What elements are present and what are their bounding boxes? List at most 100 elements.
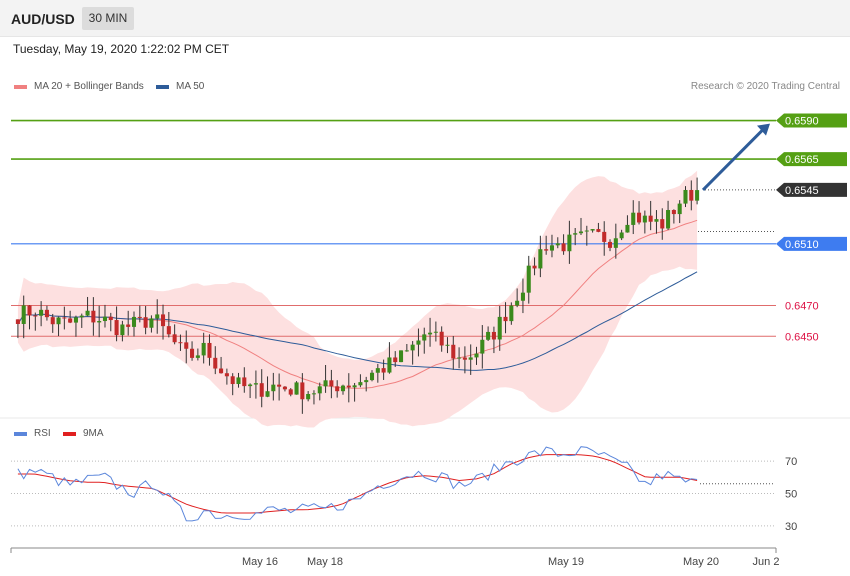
candle (317, 382, 322, 401)
candle (515, 288, 520, 308)
candle-body (108, 316, 113, 321)
candle (253, 370, 258, 399)
candle (399, 350, 404, 363)
candle-body (416, 340, 421, 345)
candle (381, 359, 386, 380)
candle-body (352, 385, 357, 388)
pivot-label: 0.6470 (785, 300, 819, 312)
candle (358, 374, 363, 388)
candle-body (364, 380, 369, 383)
candle (213, 346, 218, 375)
candle-body (648, 215, 653, 222)
candle (102, 304, 108, 328)
candle (677, 200, 682, 224)
candle (248, 383, 253, 399)
candle (393, 351, 398, 367)
candle (602, 221, 607, 256)
candle-body (526, 265, 531, 293)
candle-body (532, 265, 537, 269)
candle-body (137, 316, 142, 318)
candle (375, 363, 380, 383)
candle (172, 324, 177, 345)
candle-body (265, 391, 270, 397)
timeframe-badge[interactable]: 30 MIN (82, 7, 134, 30)
candle-body (509, 305, 514, 322)
candle-body (503, 316, 508, 322)
candle (509, 302, 514, 325)
candle-body (149, 318, 154, 328)
last-price-label: 0.6545 (785, 185, 819, 197)
ma50-swatch (156, 84, 169, 89)
candle (137, 305, 142, 323)
candle-body (288, 389, 293, 395)
candle-body (602, 231, 607, 242)
candle-body (27, 305, 32, 316)
candle-body (613, 238, 618, 248)
candle (613, 223, 618, 259)
candle-body (253, 383, 258, 385)
candle-body (143, 317, 148, 328)
candle-body (561, 243, 566, 252)
candle-body (242, 377, 247, 387)
candle (120, 320, 125, 342)
candle-body (433, 331, 438, 333)
candle-body (544, 249, 549, 251)
candle (578, 217, 584, 235)
candle-body (399, 350, 404, 363)
support-tag (776, 236, 847, 251)
candle (607, 239, 613, 252)
rsi-tick-label: 70 (785, 456, 797, 468)
candle (68, 310, 73, 324)
rsi-tick-label: 50 (785, 489, 797, 501)
candle (416, 328, 421, 357)
resistance-label: 0.6590 (785, 116, 819, 128)
candle-body (689, 189, 694, 201)
candle (410, 341, 415, 365)
candle (259, 369, 264, 408)
candle (335, 380, 340, 398)
candle (149, 315, 154, 333)
resistance-tag (776, 152, 847, 167)
candle (346, 373, 351, 403)
candle (555, 237, 560, 249)
candle-body (271, 384, 276, 392)
moving-averages (17, 219, 698, 389)
candle (56, 316, 61, 337)
candle-body (671, 210, 676, 215)
candle-body (660, 219, 665, 229)
candle (294, 381, 299, 395)
candle-body (62, 317, 67, 319)
candle (166, 311, 171, 338)
candle-body (346, 385, 351, 388)
rsi-panel: 70 50 30 (11, 446, 797, 533)
candle-body (294, 382, 299, 395)
rsi-tick-label: 30 (785, 521, 797, 533)
candle (306, 391, 311, 402)
candle-body (584, 230, 589, 232)
rsi-ma-line (17, 454, 698, 514)
legend-ma20-label: MA 20 + Bollinger Bands (34, 81, 144, 92)
candle (311, 390, 316, 405)
candle-body (195, 355, 200, 358)
candle (195, 348, 200, 361)
forecast-arrow (701, 123, 770, 191)
candle (497, 305, 502, 351)
last-price-tag (776, 182, 847, 197)
candle-body (619, 232, 624, 239)
pivot-label: 0.6450 (785, 331, 819, 343)
candle-body (213, 357, 218, 369)
candle-body (462, 357, 467, 360)
candle-body (248, 384, 253, 387)
candle-body (491, 331, 496, 340)
candle-body (555, 243, 560, 246)
candle (596, 222, 601, 233)
candle-body (410, 344, 415, 351)
candle (85, 296, 90, 317)
candle (660, 208, 665, 240)
bollinger-bands (17, 170, 698, 428)
candle (666, 200, 671, 231)
candle-body (155, 314, 160, 319)
x-axis: May 16 May 18 May 19 May 20 Jun 2 (10, 547, 779, 568)
candle-body (607, 241, 613, 248)
